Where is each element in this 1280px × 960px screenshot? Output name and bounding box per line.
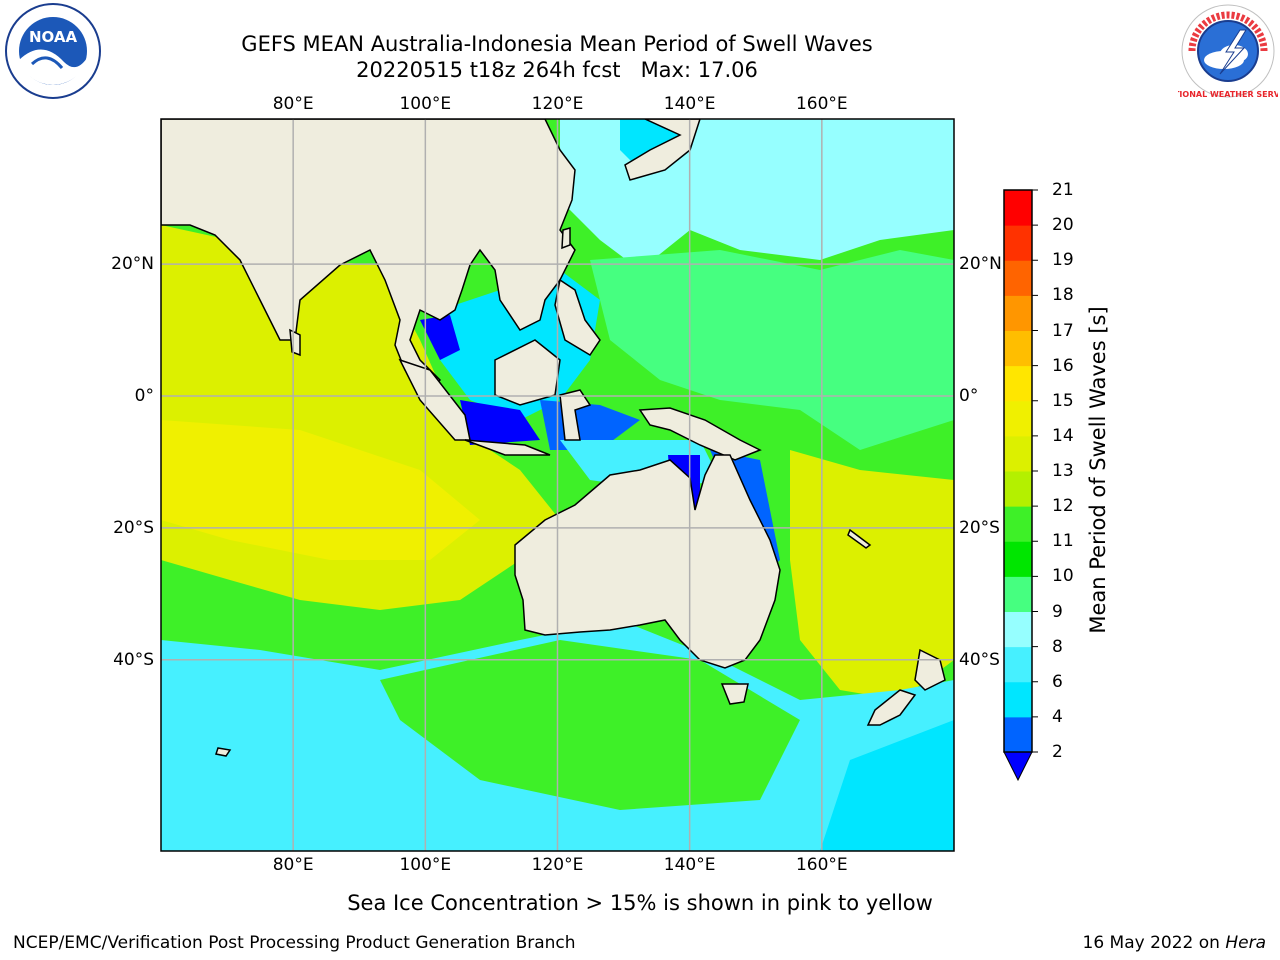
right-lat-label-0: 0° <box>959 385 979 406</box>
land-sri-lanka <box>289 328 301 357</box>
colorbar-segment-18-19 <box>1004 260 1032 296</box>
land-australia <box>514 454 781 669</box>
colorbar-label-14: 14 <box>1052 425 1074 446</box>
colorbar-label-21: 21 <box>1052 180 1074 200</box>
land-japan <box>624 119 701 181</box>
field-west-pacific <box>590 250 954 450</box>
land-kerguelen <box>215 747 232 757</box>
right-lat-label--40: 40°S <box>959 649 1000 670</box>
bottom-lon-label-100: 100°E <box>399 855 452 875</box>
field-southern-ocean-green <box>380 640 800 810</box>
colorbar-segment-14-15 <box>1004 400 1032 437</box>
bottom-lon-label-160: 160°E <box>795 855 848 875</box>
chart-title: GEFS MEAN Australia-Indonesia Mean Perio… <box>241 32 873 56</box>
footer-date-text: 16 May 2022 on <box>1082 933 1220 953</box>
map-gridlines <box>161 119 954 851</box>
footer-date: 16 May 2022 on Hera <box>1083 933 1267 953</box>
top-lon-label-120: 120°E <box>531 94 584 114</box>
colorbar <box>1003 189 1038 782</box>
colorbar-segment-17-18 <box>1004 295 1032 331</box>
colorbar-label-6: 6 <box>1052 671 1063 692</box>
colorbar-label-17: 17 <box>1052 320 1074 341</box>
noaa-logo-text: NOAA <box>29 28 78 46</box>
colorbar-label-10: 10 <box>1052 566 1074 587</box>
colorbar-label-11: 11 <box>1052 531 1074 552</box>
land-tasmania <box>720 683 749 705</box>
field-gulf-thailand <box>420 315 460 360</box>
colorbar-segment-9-10 <box>1004 576 1032 612</box>
colorbar-label-12: 12 <box>1052 496 1074 517</box>
colorbar-under-extension <box>1003 751 1033 782</box>
land-java <box>464 439 551 456</box>
land-new-guinea <box>638 407 762 461</box>
colorbar-title: Mean Period of Swell Waves [s] <box>1086 306 1110 634</box>
colorbar-label-19: 19 <box>1052 250 1074 271</box>
land-sulawesi <box>559 389 592 441</box>
colorbar-label-16: 16 <box>1052 355 1074 376</box>
colorbar-label-13: 13 <box>1052 461 1074 481</box>
colorbar-label-15: 15 <box>1052 390 1074 411</box>
nws-logo: NATIONAL WEATHER SERVICE <box>1178 4 1278 99</box>
land-taiwan <box>561 227 571 250</box>
colorbar-segment-20-21 <box>1004 190 1032 226</box>
land-new-caledonia <box>847 528 872 549</box>
nws-logo-text: NATIONAL WEATHER SERVICE <box>1178 90 1278 99</box>
left-lat-label-20: 20°N <box>111 254 154 275</box>
colorbar-segment-8-9 <box>1004 611 1032 648</box>
top-lon-label-80: 80°E <box>272 94 314 114</box>
bottom-lon-label-120: 120°E <box>531 855 584 875</box>
colorbar-segment-11-12 <box>1004 506 1032 542</box>
sea-ice-note: Sea Ice Concentration > 15% is shown in … <box>0 891 1280 915</box>
colorbar-segment-13-14 <box>1004 435 1032 472</box>
right-lat-label--20: 20°S <box>959 517 1000 538</box>
bottom-lon-label-80: 80°E <box>272 855 314 875</box>
colorbar-label-2: 2 <box>1052 742 1063 762</box>
field-java-sea <box>460 400 540 445</box>
land-borneo <box>494 339 561 406</box>
colorbar-segment-10-11 <box>1004 541 1032 577</box>
colorbar-label-8: 8 <box>1052 636 1063 657</box>
noaa-logo: NOAA <box>5 3 101 99</box>
colorbar-label-9: 9 <box>1052 601 1063 622</box>
colorbar-segment-4-6 <box>1004 681 1032 718</box>
field-indian-ocean-core <box>161 420 480 560</box>
field-tasman-sea <box>790 450 954 700</box>
colorbar-label-20: 20 <box>1052 215 1074 236</box>
land-asia <box>161 119 576 392</box>
chart-subtitle: 20220515 t18z 264h fcst Max: 17.06 <box>356 58 758 82</box>
colorbar-segment-2-4 <box>1004 716 1032 753</box>
sea-ice-note-text: Sea Ice Concentration > 15% is shown in … <box>347 891 933 915</box>
top-lon-label-100: 100°E <box>399 94 452 114</box>
right-lat-label-20: 20°N <box>959 254 1002 275</box>
colorbar-segment-19-20 <box>1004 225 1032 261</box>
left-lat-label-0: 0° <box>134 385 154 406</box>
colorbar-label-18: 18 <box>1052 285 1074 306</box>
colorbar-label-4: 4 <box>1052 706 1063 727</box>
colorbar-segment-16-17 <box>1004 330 1032 367</box>
colorbar-segment-6-8 <box>1004 646 1032 683</box>
left-lat-label--20: 20°S <box>113 517 154 538</box>
footer-machine: Hera <box>1225 933 1266 953</box>
land-new-zealand-south <box>866 689 917 726</box>
top-lon-label-160: 160°E <box>795 94 848 114</box>
left-lat-label--40: 40°S <box>113 649 154 670</box>
field-southern-ocean-cyan <box>820 720 954 851</box>
bottom-lon-label-140: 140°E <box>663 855 716 875</box>
colorbar-segment-15-16 <box>1004 365 1032 402</box>
land-philippines <box>554 278 601 357</box>
footer-credit: NCEP/EMC/Verification Post Processing Pr… <box>13 933 576 953</box>
top-lon-label-140: 140°E <box>663 94 716 114</box>
map-frame <box>160 118 955 852</box>
colorbar-segment-12-13 <box>1004 471 1032 507</box>
